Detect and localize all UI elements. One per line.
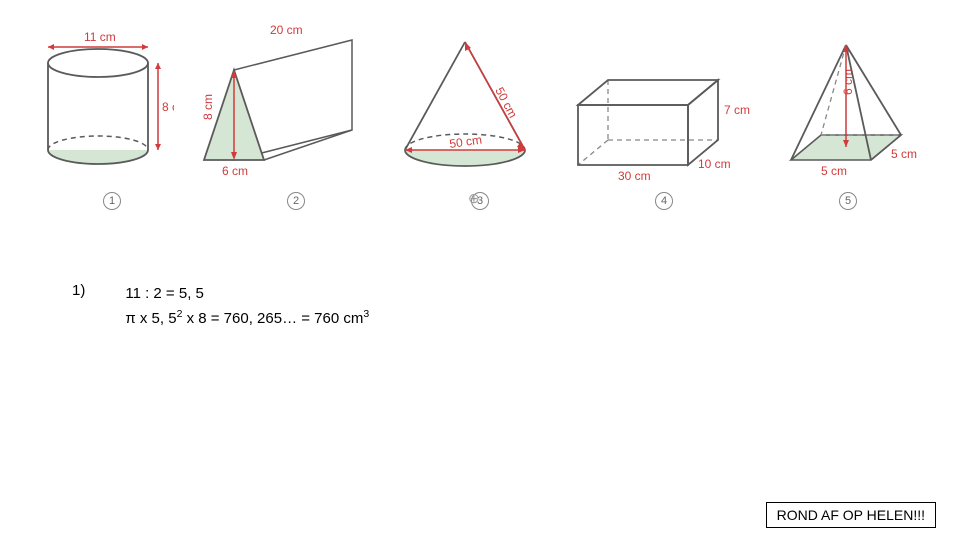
prism-svg: 20 cm 8 cm 6 cm — [182, 20, 372, 180]
center-mark-icon: ⊕ — [468, 190, 480, 207]
shapes-row: 11 cm 8 cm 20 cm — [0, 0, 960, 180]
prism-length-label: 20 cm — [270, 23, 303, 37]
prism-height-label: 8 cm — [201, 94, 215, 120]
cuboid-height-label: 7 cm — [724, 103, 750, 117]
badge-4: 4 — [655, 192, 673, 210]
worked-lines: 11 : 2 = 5, 5 π x 5, 52 x 8 = 760, 265… … — [125, 282, 369, 331]
shape-cuboid: 30 cm 10 cm 7 cm — [558, 30, 758, 180]
cuboid-side-label: 10 cm — [698, 157, 731, 171]
cone-slant-label: 50 cm — [492, 85, 520, 120]
badge-5: 5 — [839, 192, 857, 210]
cylinder-height-label: 8 cm — [162, 100, 174, 114]
worked-example: 1) 11 : 2 = 5, 5 π x 5, 52 x 8 = 760, 26… — [72, 282, 369, 331]
footer-note: ROND AF OP HELEN!!! — [766, 502, 936, 528]
shape-cone: 50 cm 50 cm — [380, 20, 550, 180]
shape-cylinder: 11 cm 8 cm — [24, 25, 174, 180]
badge-1: 1 — [103, 192, 121, 210]
numbers-row: 1 2 3 4 5 — [0, 180, 960, 210]
cylinder-svg: 11 cm 8 cm — [24, 25, 174, 180]
cone-svg: 50 cm 50 cm — [380, 20, 550, 180]
shape-triangular-prism: 20 cm 8 cm 6 cm — [182, 20, 372, 180]
pyramid-svg: 6 cm 5 cm 5 cm — [766, 20, 936, 180]
worked-line2: π x 5, 52 x 8 = 760, 265… = 760 cm3 — [125, 306, 369, 331]
pyramid-height-label: 6 cm — [841, 69, 855, 95]
worked-index: 1) — [72, 282, 85, 331]
worked-line1: 11 : 2 = 5, 5 — [125, 282, 369, 306]
cuboid-front-label: 30 cm — [618, 169, 651, 180]
cuboid-svg: 30 cm 10 cm 7 cm — [558, 30, 758, 180]
badge-2: 2 — [287, 192, 305, 210]
shape-pyramid: 6 cm 5 cm 5 cm — [766, 20, 936, 180]
pyramid-base2-label: 5 cm — [891, 147, 917, 161]
prism-base-label: 6 cm — [222, 164, 248, 178]
cone-diameter-label: 50 cm — [448, 133, 482, 151]
cylinder-top-label: 11 cm — [84, 30, 116, 44]
pyramid-base1-label: 5 cm — [821, 164, 847, 178]
